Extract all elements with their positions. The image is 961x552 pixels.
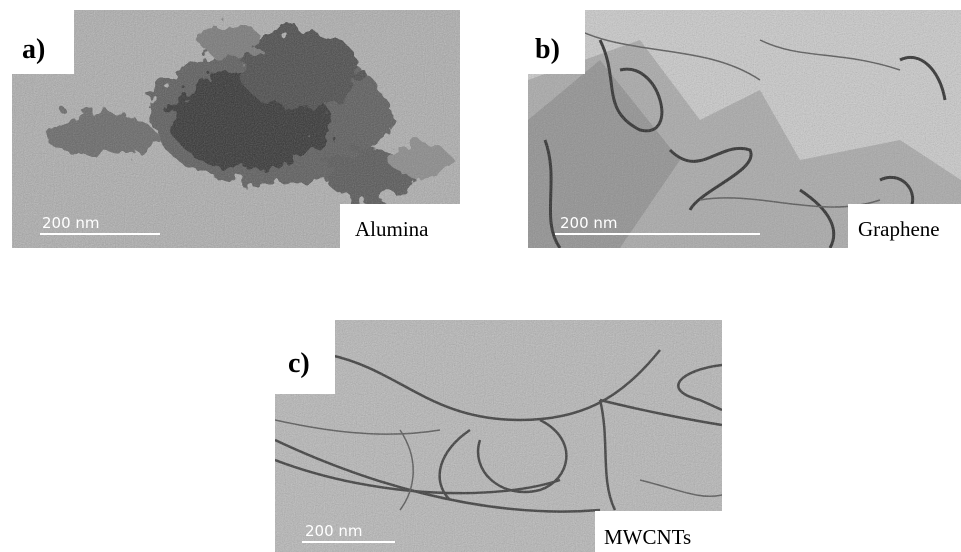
scale-text: 200 nm bbox=[305, 522, 363, 540]
figure: a) 200 nm Alumina b) 200 nm Graphene bbox=[0, 0, 961, 552]
scale-text: 200 nm bbox=[560, 214, 618, 232]
sample-name: Graphene bbox=[858, 217, 940, 241]
panel-label: a) bbox=[22, 34, 45, 65]
sample-name: Alumina bbox=[355, 217, 429, 241]
panel-label: b) bbox=[535, 34, 560, 65]
sample-name: MWCNTs bbox=[604, 525, 691, 549]
scale-text: 200 nm bbox=[42, 214, 100, 232]
panel-label: c) bbox=[288, 348, 310, 379]
